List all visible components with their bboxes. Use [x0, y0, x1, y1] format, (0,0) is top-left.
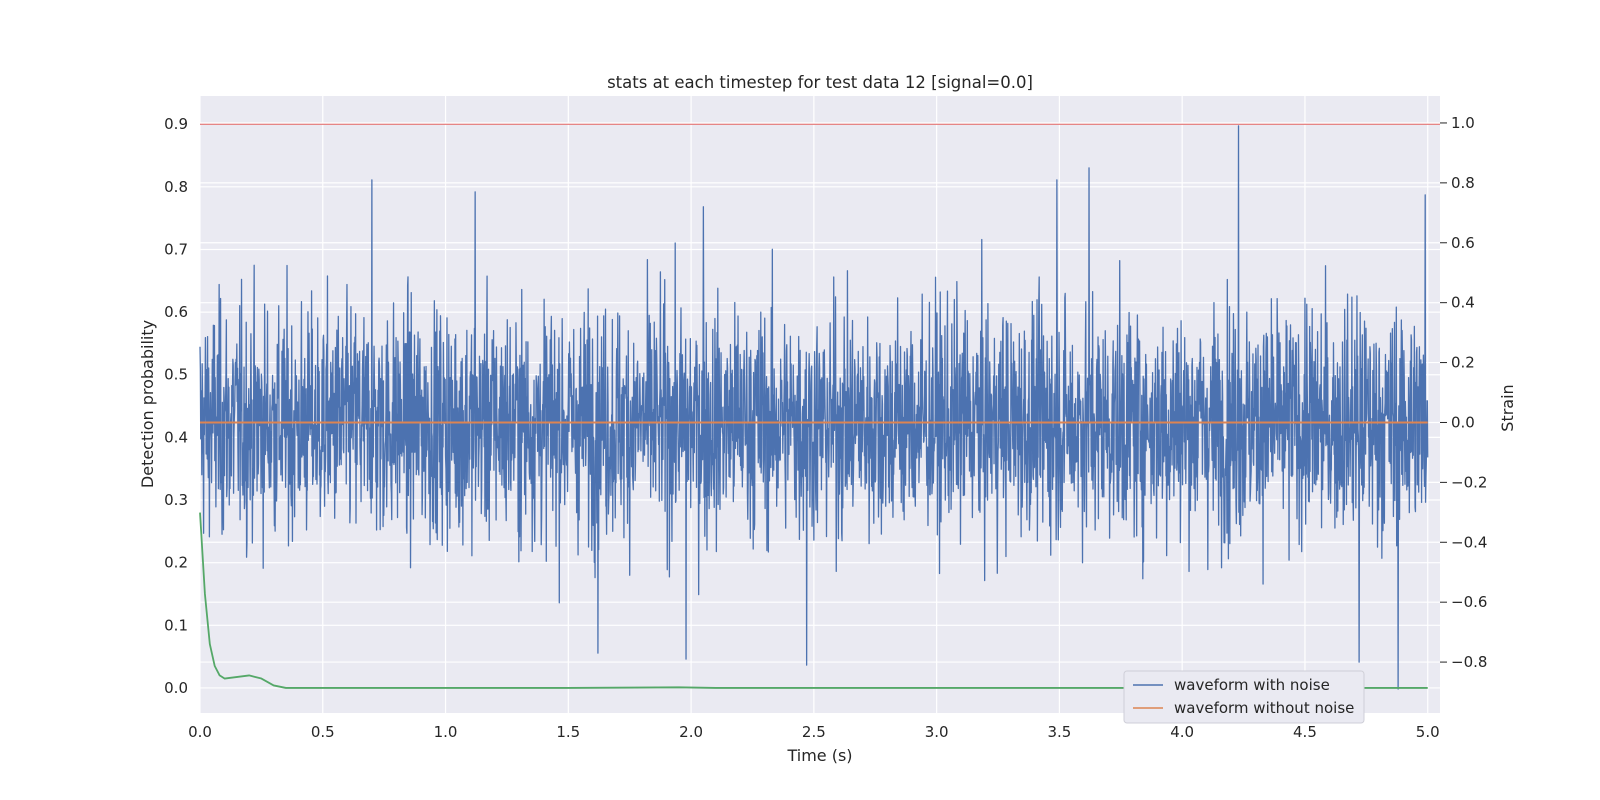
- y-tick-label: 0.0: [164, 679, 188, 697]
- y-right-tick-label: 0.2: [1451, 354, 1475, 372]
- y-right-tick-label: 0.8: [1451, 174, 1475, 192]
- legend-label-waveform-without-noise: waveform without noise: [1174, 699, 1354, 717]
- legend-label-waveform-with-noise: waveform with noise: [1174, 676, 1330, 694]
- y-right-tick-label: 0.4: [1451, 294, 1475, 312]
- y-right-tick-label: −0.8: [1451, 653, 1487, 671]
- series-waveform-with-noise: [199, 125, 1429, 690]
- y-tick-label: 0.1: [164, 616, 188, 634]
- series-layer: [199, 123, 1440, 690]
- legend: waveform with noise waveform without noi…: [1123, 670, 1365, 724]
- x-tick-label: 3.5: [1047, 723, 1071, 741]
- y-axis-label: Detection probability: [138, 320, 157, 488]
- y-tick-label: 0.2: [164, 554, 188, 572]
- x-tick-label: 1.0: [434, 723, 458, 741]
- ticks: 0.0 0.5 1.0 1.5 2.0 2.5 3.0 3.5 4.0 4.5 5.0 0.0 0.1 0…: [164, 114, 1487, 741]
- y-tick-label: 0.7: [164, 240, 188, 258]
- x-tick-label: 4.0: [1170, 723, 1194, 741]
- y-tick-label: 0.8: [164, 178, 188, 196]
- series-detection-probability: [199, 512, 1428, 689]
- legend-box: [1123, 670, 1365, 724]
- y-right-tick-label: −0.6: [1451, 593, 1487, 611]
- x-tick-label: 2.0: [679, 723, 703, 741]
- x-tick-label: 2.5: [802, 723, 826, 741]
- x-tick-label: 0.0: [188, 723, 212, 741]
- y-right-tick-label: −0.4: [1451, 533, 1487, 551]
- x-tick-label: 3.0: [925, 723, 949, 741]
- x-tick-label: 0.5: [311, 723, 335, 741]
- y-right-tick-label: −0.2: [1451, 473, 1487, 491]
- y-tick-label: 0.6: [164, 303, 188, 321]
- y-tick-label: 0.9: [164, 115, 188, 133]
- y-tick-label: 0.4: [164, 428, 188, 446]
- x-axis-label: Time (s): [786, 746, 852, 765]
- y-right-tick-label: 0.0: [1451, 413, 1475, 431]
- y-right-tick-label: 1.0: [1451, 114, 1475, 132]
- y-tick-label: 0.5: [164, 366, 188, 384]
- x-tick-label: 4.5: [1293, 723, 1317, 741]
- y-axis-right-label: Strain: [1498, 384, 1517, 431]
- x-tick-label: 5.0: [1416, 723, 1440, 741]
- y-right-tick-label: 0.6: [1451, 234, 1475, 252]
- chart-title: stats at each timestep for test data 12 …: [607, 73, 1033, 92]
- y-tick-label: 0.3: [164, 491, 188, 509]
- x-tick-label: 1.5: [556, 723, 580, 741]
